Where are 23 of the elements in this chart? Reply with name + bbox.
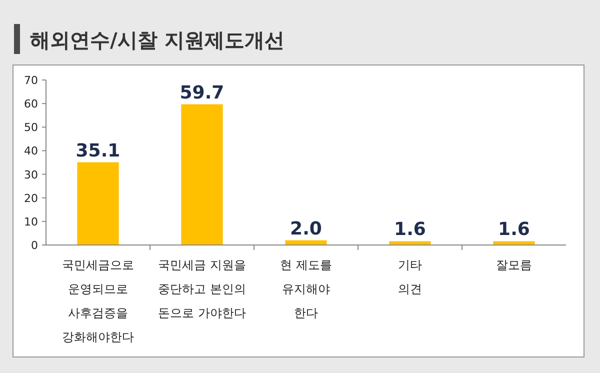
data-label: 35.1 xyxy=(76,140,120,162)
y-tick-label: 60 xyxy=(24,98,38,111)
x-tick-label: 국민세금 지원을 중단하고 본인의 돈으로 가야한다 xyxy=(158,258,246,320)
bar xyxy=(77,162,119,245)
bar xyxy=(181,104,223,245)
data-label: 1.6 xyxy=(498,219,530,240)
data-label: 2.0 xyxy=(290,218,322,240)
bar xyxy=(493,241,535,245)
x-tick-label: 잘모름 xyxy=(496,258,532,272)
y-tick-label: 30 xyxy=(24,168,38,182)
bar xyxy=(389,241,431,245)
x-tick-label: 기타 의견 xyxy=(398,258,422,296)
data-label: 59.7 xyxy=(180,82,224,104)
data-label: 1.6 xyxy=(394,219,426,240)
x-tick-label: 현 제도를 유지해야 한다 xyxy=(280,258,332,320)
y-tick-label: 40 xyxy=(24,144,38,158)
chart-title: 해외연수/시찰 지원제도개선 xyxy=(30,28,284,52)
x-tick-label: 국민세금으로 운영되므로 사후검증을 강화해야한다 xyxy=(62,258,134,344)
y-tick-label: 20 xyxy=(24,192,38,205)
y-tick-label: 0 xyxy=(31,239,38,252)
y-tick-label: 70 xyxy=(24,74,38,87)
y-tick-label: 10 xyxy=(24,215,38,228)
y-tick-label: 50 xyxy=(24,121,38,134)
